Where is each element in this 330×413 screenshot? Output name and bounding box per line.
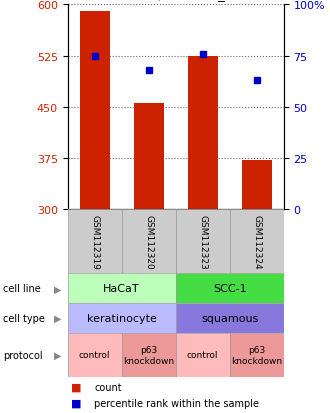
Text: GSM112319: GSM112319 <box>90 215 99 270</box>
Bar <box>176 274 284 304</box>
Text: ■: ■ <box>71 382 82 392</box>
Text: GSM112323: GSM112323 <box>198 215 207 270</box>
Bar <box>80 12 110 210</box>
Bar <box>68 304 176 333</box>
Bar <box>134 104 164 210</box>
Text: GDS2087 / 226934_at: GDS2087 / 226934_at <box>92 0 238 1</box>
Text: protocol: protocol <box>3 350 43 360</box>
Bar <box>242 161 272 210</box>
Text: squamous: squamous <box>201 313 258 323</box>
Text: keratinocyte: keratinocyte <box>87 313 157 323</box>
Bar <box>68 274 176 304</box>
Bar <box>176 333 230 377</box>
Bar <box>176 210 230 274</box>
Text: p63
knockdown: p63 knockdown <box>231 345 282 365</box>
Bar <box>122 210 176 274</box>
Text: count: count <box>94 382 122 392</box>
Text: ▶: ▶ <box>54 350 62 360</box>
Text: cell type: cell type <box>3 313 45 323</box>
Text: GSM112320: GSM112320 <box>144 215 153 270</box>
Text: SCC-1: SCC-1 <box>213 284 247 294</box>
Bar <box>122 333 176 377</box>
Bar <box>176 304 284 333</box>
Text: percentile rank within the sample: percentile rank within the sample <box>94 398 259 408</box>
Bar <box>68 333 122 377</box>
Text: ▶: ▶ <box>54 284 62 294</box>
Bar <box>230 333 284 377</box>
Bar <box>230 210 284 274</box>
Text: control: control <box>187 351 218 359</box>
Text: ▶: ▶ <box>54 313 62 323</box>
Text: cell line: cell line <box>3 284 41 294</box>
Text: p63
knockdown: p63 knockdown <box>123 345 174 365</box>
Text: control: control <box>79 351 111 359</box>
Bar <box>188 57 217 210</box>
Bar <box>68 210 122 274</box>
Text: GSM112324: GSM112324 <box>252 215 261 269</box>
Text: HaCaT: HaCaT <box>103 284 140 294</box>
Text: ■: ■ <box>71 398 82 408</box>
